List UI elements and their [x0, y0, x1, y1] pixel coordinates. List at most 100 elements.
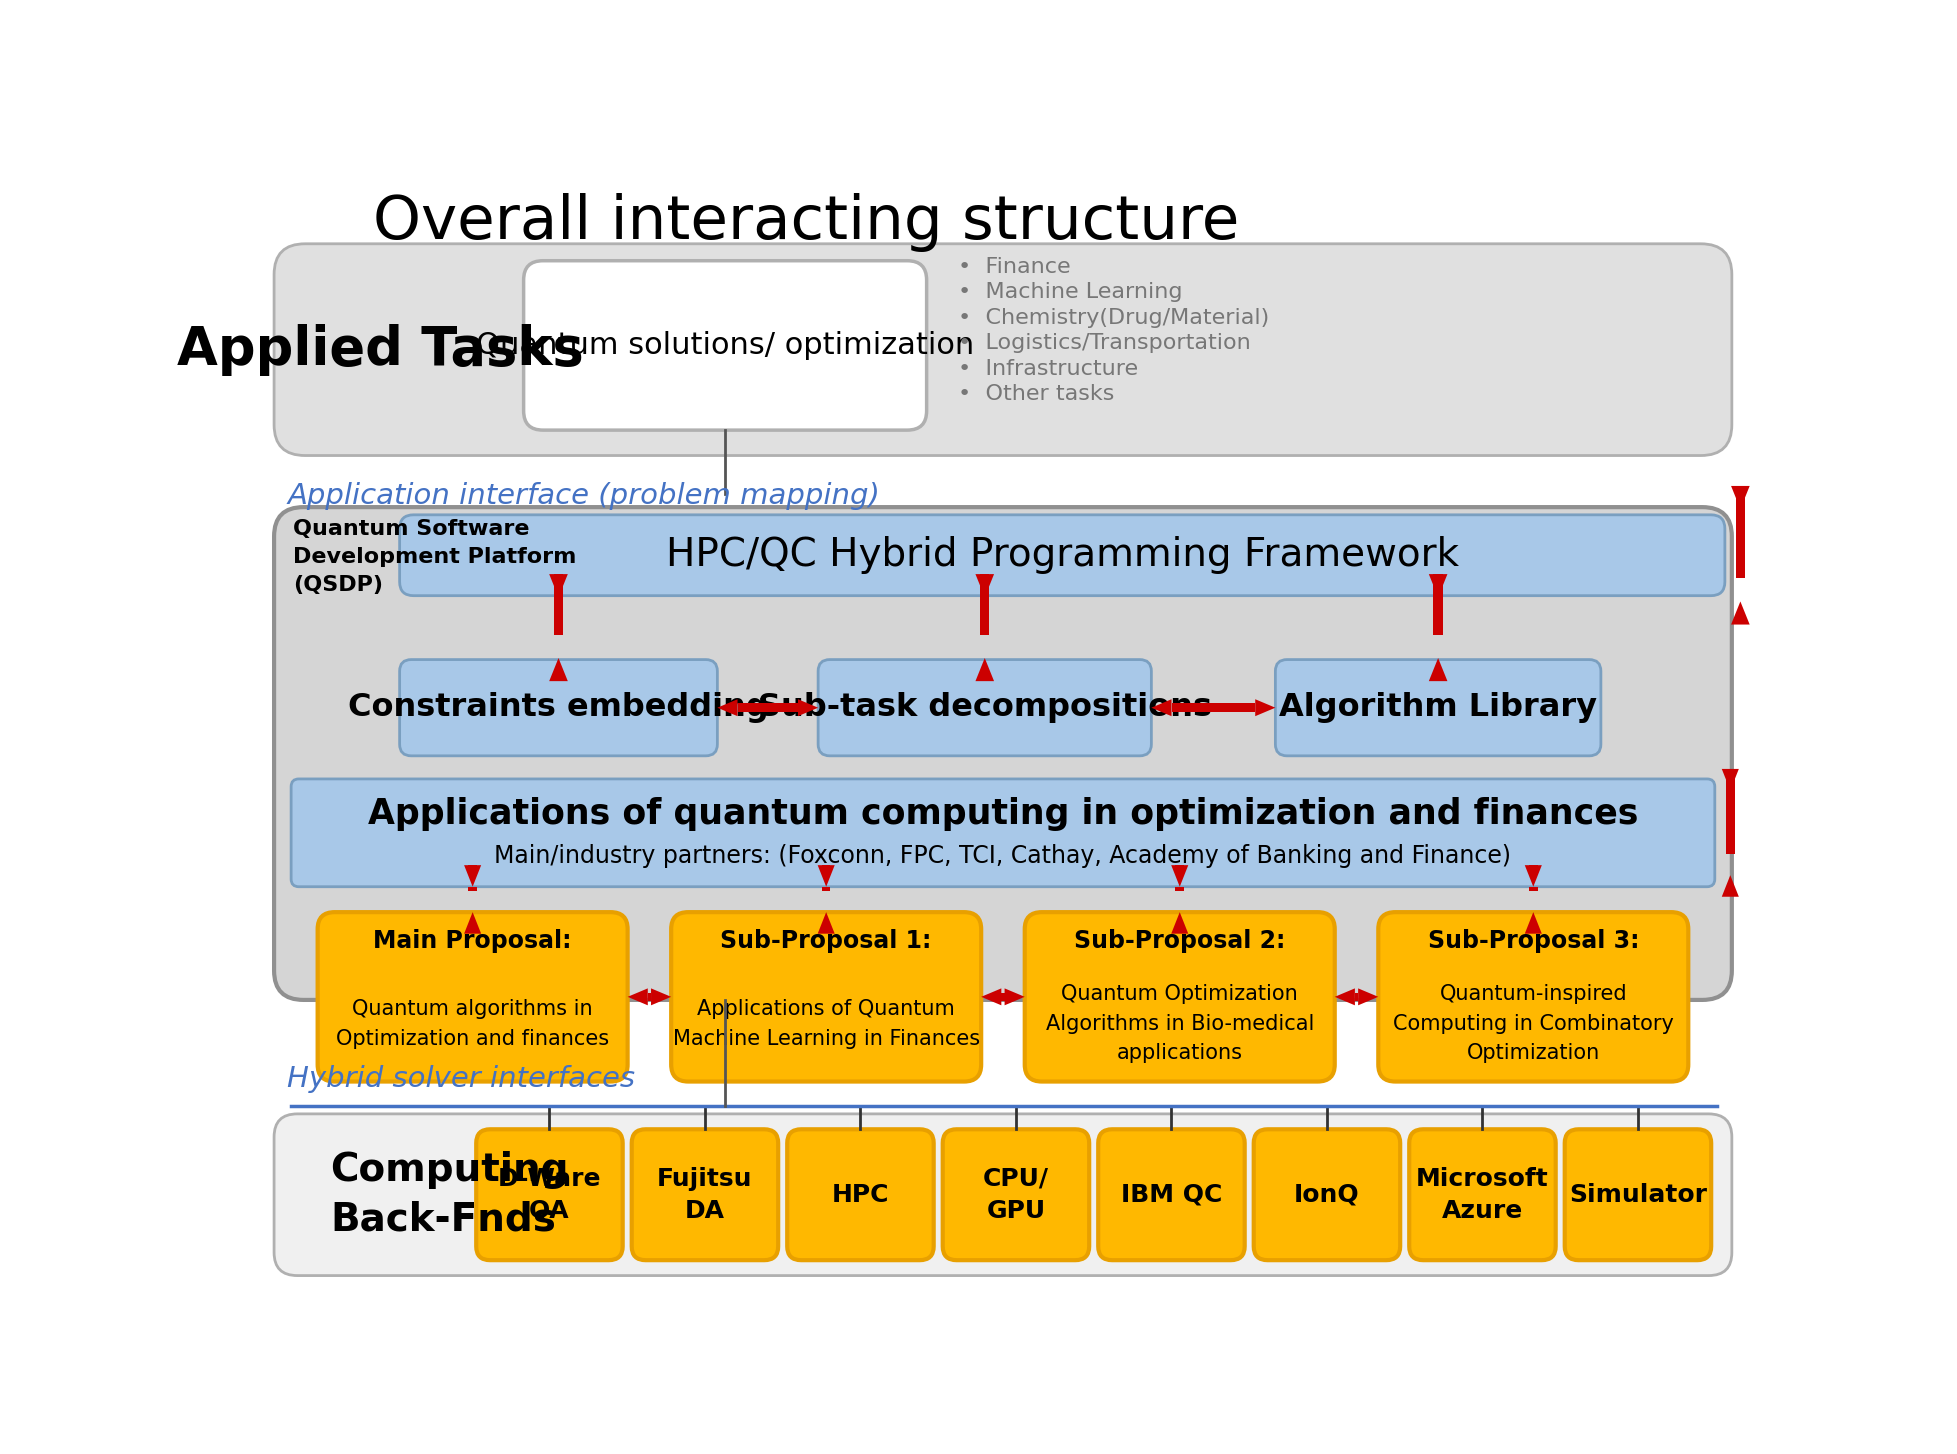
FancyBboxPatch shape [399, 515, 1724, 596]
Text: D-Ware
QA: D-Ware QA [497, 1168, 601, 1223]
Polygon shape [798, 699, 818, 717]
Bar [554, 598, 564, 635]
Bar [1736, 509, 1746, 579]
FancyBboxPatch shape [1025, 912, 1335, 1082]
Text: Microsoft
Azure: Microsoft Azure [1417, 1168, 1548, 1223]
Bar [1433, 574, 1442, 612]
Text: Simulator: Simulator [1570, 1182, 1707, 1207]
FancyBboxPatch shape [476, 1130, 622, 1261]
Text: Quantum Software
Development Platform
(QSDP): Quantum Software Development Platform (Q… [294, 519, 575, 596]
Text: Fujitsu
DA: Fujitsu DA [658, 1168, 753, 1223]
Text: Applied Tasks: Applied Tasks [176, 324, 583, 375]
Bar [980, 598, 990, 635]
FancyBboxPatch shape [1098, 1130, 1245, 1261]
Text: •  Machine Learning: • Machine Learning [957, 282, 1182, 302]
Bar [980, 574, 990, 612]
Bar [1528, 887, 1538, 891]
Text: Sub-Proposal 3:: Sub-Proposal 3: [1427, 929, 1640, 954]
Bar [1528, 865, 1538, 869]
Bar [1726, 791, 1734, 853]
Polygon shape [1732, 602, 1750, 625]
Polygon shape [818, 865, 836, 887]
Bar [1354, 993, 1358, 1000]
FancyBboxPatch shape [818, 660, 1151, 756]
Polygon shape [1732, 486, 1750, 509]
Polygon shape [1722, 769, 1740, 791]
Bar [554, 574, 564, 612]
FancyBboxPatch shape [274, 1114, 1732, 1275]
FancyBboxPatch shape [632, 1130, 779, 1261]
Polygon shape [464, 912, 481, 933]
Text: Constraints embedding: Constraints embedding [348, 692, 769, 723]
Polygon shape [1151, 699, 1172, 717]
Text: Applications of Quantum
Machine Learning in Finances: Applications of Quantum Machine Learning… [673, 999, 980, 1048]
Bar [648, 993, 652, 1000]
Polygon shape [550, 574, 568, 598]
Polygon shape [980, 989, 1002, 1005]
Bar [1176, 887, 1184, 891]
Text: Main Proposal:: Main Proposal: [374, 929, 571, 954]
Text: •  Logistics/Transportation: • Logistics/Transportation [957, 333, 1251, 353]
FancyBboxPatch shape [1276, 660, 1601, 756]
FancyBboxPatch shape [524, 260, 926, 430]
Bar [1736, 486, 1746, 555]
FancyBboxPatch shape [787, 1130, 933, 1261]
Polygon shape [652, 989, 671, 1005]
FancyBboxPatch shape [1254, 1130, 1399, 1261]
Text: Quantum algorithms in
Optimization and finances: Quantum algorithms in Optimization and f… [337, 999, 609, 1048]
Bar [1172, 704, 1254, 712]
FancyBboxPatch shape [274, 244, 1732, 455]
FancyBboxPatch shape [1378, 912, 1689, 1082]
Bar [1433, 598, 1442, 635]
Text: CPU/
GPU: CPU/ GPU [982, 1168, 1049, 1223]
Text: Sub-Proposal 1:: Sub-Proposal 1: [720, 929, 932, 954]
Text: •  Infrastructure: • Infrastructure [957, 359, 1137, 378]
Bar [468, 865, 478, 869]
Bar [822, 865, 830, 869]
Bar [1176, 865, 1184, 869]
Text: HPC/QC Hybrid Programming Framework: HPC/QC Hybrid Programming Framework [665, 537, 1458, 574]
Text: Main/industry partners: (Foxconn, FPC, TCI, Cathay, Academy of Banking and Finan: Main/industry partners: (Foxconn, FPC, T… [495, 843, 1511, 868]
FancyBboxPatch shape [292, 779, 1714, 887]
Text: Hybrid solver interfaces: Hybrid solver interfaces [288, 1066, 636, 1093]
Polygon shape [1722, 875, 1740, 897]
Polygon shape [464, 865, 481, 887]
Bar [1002, 993, 1004, 1000]
Polygon shape [1335, 989, 1354, 1005]
Polygon shape [1358, 989, 1378, 1005]
Polygon shape [818, 912, 836, 933]
Polygon shape [1004, 989, 1025, 1005]
Text: Sub-Proposal 2:: Sub-Proposal 2: [1074, 929, 1286, 954]
Polygon shape [1429, 574, 1448, 598]
Polygon shape [975, 574, 994, 598]
FancyBboxPatch shape [671, 912, 980, 1082]
Text: Computing
Back-Fnds: Computing Back-Fnds [331, 1150, 568, 1239]
FancyBboxPatch shape [943, 1130, 1090, 1261]
Text: •  Finance: • Finance [957, 257, 1070, 276]
Text: Quantum Optimization
Algorithms in Bio-medical
applications: Quantum Optimization Algorithms in Bio-m… [1045, 984, 1313, 1063]
Polygon shape [1525, 912, 1542, 933]
Polygon shape [1254, 699, 1276, 717]
FancyBboxPatch shape [274, 507, 1732, 1000]
Text: •  Other tasks: • Other tasks [957, 384, 1114, 404]
FancyBboxPatch shape [317, 912, 628, 1082]
Text: •  Chemistry(Drug/Material): • Chemistry(Drug/Material) [957, 308, 1268, 327]
Text: Algorithm Library: Algorithm Library [1280, 692, 1597, 723]
Polygon shape [550, 659, 568, 680]
Polygon shape [975, 659, 994, 680]
Text: Overall interacting structure: Overall interacting structure [372, 193, 1239, 252]
Polygon shape [1525, 865, 1542, 887]
FancyBboxPatch shape [399, 660, 718, 756]
Polygon shape [1170, 865, 1188, 887]
Bar [468, 887, 478, 891]
Bar [822, 887, 830, 891]
Polygon shape [718, 699, 738, 717]
Text: Quantum solutions/ optimization: Quantum solutions/ optimization [476, 332, 975, 361]
Polygon shape [628, 989, 648, 1005]
FancyBboxPatch shape [1409, 1130, 1556, 1261]
Bar [738, 704, 798, 712]
FancyBboxPatch shape [1566, 1130, 1710, 1261]
Text: Sub-task decompositions: Sub-task decompositions [757, 692, 1211, 723]
Text: Quantum-inspired
Computing in Combinatory
Optimization: Quantum-inspired Computing in Combinator… [1393, 984, 1673, 1063]
Text: Application interface (problem mapping): Application interface (problem mapping) [288, 483, 881, 510]
